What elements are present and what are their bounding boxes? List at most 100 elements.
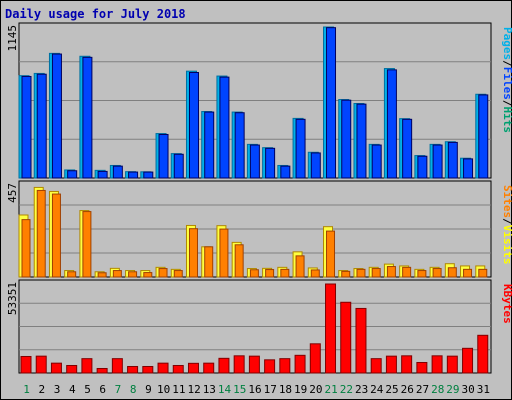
bar-visits-sites-sites-day-15 [234,244,244,278]
bar-visits-sites-sites-day-3 [51,193,61,278]
day-label-5: 5 [84,383,91,396]
bar-visits-sites-sites-day-18 [280,268,290,278]
bar-kbytes-kbytes-day-10 [157,362,169,374]
day-label-21: 21 [325,383,338,396]
bar-kbytes-kbytes-day-11 [172,364,184,374]
day-label-2: 2 [39,383,46,396]
day-label-6: 6 [99,383,106,396]
bar-visits-sites-sites-day-17 [265,269,275,278]
legend-entry: Visits [501,225,512,265]
bar-visits-sites-sites-day-5 [82,211,92,278]
bar-kbytes-kbytes-day-20 [309,343,321,374]
bar-visits-sites-sites-day-14 [219,228,229,278]
legend-entry: Hits [501,107,512,134]
bar-kbytes-kbytes-day-12 [187,362,199,374]
bar-hits-files-pages-files-day-23 [356,103,367,179]
bar-kbytes-kbytes-day-16 [248,355,260,374]
bar-visits-sites-sites-day-25 [386,266,396,278]
legend-entry: KBytes [501,284,512,324]
legend-visits-sites: Sites/Visits [501,185,512,265]
bar-hits-files-pages-files-day-11 [173,153,184,179]
day-label-8: 8 [130,383,137,396]
bar-visits-sites-sites-day-29 [447,267,457,278]
bar-kbytes-kbytes-day-30 [462,347,474,374]
day-label-20: 20 [309,383,322,396]
legend-kbytes: KBytes [501,284,512,324]
bar-visits-sites-sites-day-4 [67,271,77,278]
bar-hits-files-pages-files-day-21 [326,27,337,179]
bar-kbytes-kbytes-day-25 [385,355,397,374]
day-label-22: 22 [340,383,353,396]
bar-visits-sites-sites-day-24 [371,268,381,278]
ymax-label-kbytes: 53351 [6,282,19,315]
legend-hits-files-pages: Pages/Files/Hits [501,27,512,133]
bar-hits-files-pages-files-day-31 [478,94,489,179]
day-label-23: 23 [355,383,368,396]
bar-hits-files-pages-files-day-18 [280,165,291,179]
bar-hits-files-pages-files-day-16 [249,144,260,179]
day-label-18: 18 [279,383,292,396]
bar-hits-files-pages-files-day-25 [386,69,397,179]
bar-visits-sites-sites-day-16 [249,269,259,278]
bar-hits-files-pages-files-day-12 [188,71,199,179]
day-label-17: 17 [264,383,277,396]
bar-hits-files-pages-files-day-19 [295,118,306,179]
bar-kbytes-kbytes-day-9 [142,365,154,374]
day-label-14: 14 [218,383,232,396]
bar-hits-files-pages-files-day-29 [447,141,458,179]
bar-kbytes-kbytes-day-28 [431,355,443,374]
bar-hits-files-pages-files-day-24 [371,144,382,179]
bar-kbytes-kbytes-day-5 [81,358,93,374]
legend-entry: / [501,218,512,225]
bar-kbytes-kbytes-day-24 [370,358,382,374]
bar-visits-sites-sites-day-27 [417,270,427,278]
bar-kbytes-kbytes-day-2 [35,355,47,374]
bar-kbytes-kbytes-day-29 [446,355,458,374]
day-label-4: 4 [69,383,76,396]
day-label-10: 10 [157,383,170,396]
bar-hits-files-pages-files-day-27 [417,155,428,179]
bar-visits-sites-sites-day-19 [295,255,305,278]
bar-visits-sites-sites-day-11 [173,270,183,278]
legend-entry: Sites [501,185,512,218]
bar-visits-sites-sites-day-31 [478,268,488,278]
bar-hits-files-pages-files-day-3 [51,53,62,179]
day-label-19: 19 [294,383,307,396]
day-label-28: 28 [431,383,444,396]
day-label-30: 30 [462,383,475,396]
bar-hits-files-pages-files-day-4 [67,170,78,179]
bar-hits-files-pages-files-day-13 [204,111,215,179]
bar-visits-sites-sites-day-21 [326,230,336,278]
bar-kbytes-kbytes-day-14 [218,357,230,374]
legend-entry: / [501,100,512,107]
bar-kbytes-kbytes-day-13 [203,362,215,374]
day-label-15: 15 [233,383,246,396]
bar-kbytes-kbytes-day-22 [340,301,352,374]
bar-visits-sites-sites-day-23 [356,268,366,278]
bar-visits-sites-sites-day-8 [128,271,138,278]
day-label-13: 13 [203,383,216,396]
bar-hits-files-pages-files-day-22 [341,99,352,179]
bar-kbytes-kbytes-day-1 [20,355,32,374]
bar-visits-sites-sites-day-1 [21,219,31,278]
bar-hits-files-pages-files-day-8 [128,171,139,179]
bar-kbytes-kbytes-day-23 [355,307,367,374]
bar-visits-sites-sites-day-22 [341,270,351,278]
bar-hits-files-pages-files-day-10 [158,133,169,179]
bar-hits-files-pages-files-day-15 [234,112,245,179]
bar-visits-sites-sites-day-10 [158,268,168,278]
bar-visits-sites-sites-day-12 [188,228,198,278]
day-label-16: 16 [248,383,261,396]
bar-kbytes-kbytes-day-31 [477,334,489,374]
bar-visits-sites-sites-day-2 [36,189,46,278]
day-label-31: 31 [477,383,490,396]
bar-hits-files-pages-files-day-1 [21,75,32,179]
bar-hits-files-pages-files-day-17 [265,147,276,179]
legend-entry: / [501,60,512,67]
bar-visits-sites-sites-day-26 [402,266,412,278]
day-label-7: 7 [115,383,122,396]
ymax-label-hits-files-pages: 1145 [6,25,19,52]
bar-visits-sites-sites-day-7 [112,270,122,278]
bar-hits-files-pages-files-day-7 [112,165,123,179]
